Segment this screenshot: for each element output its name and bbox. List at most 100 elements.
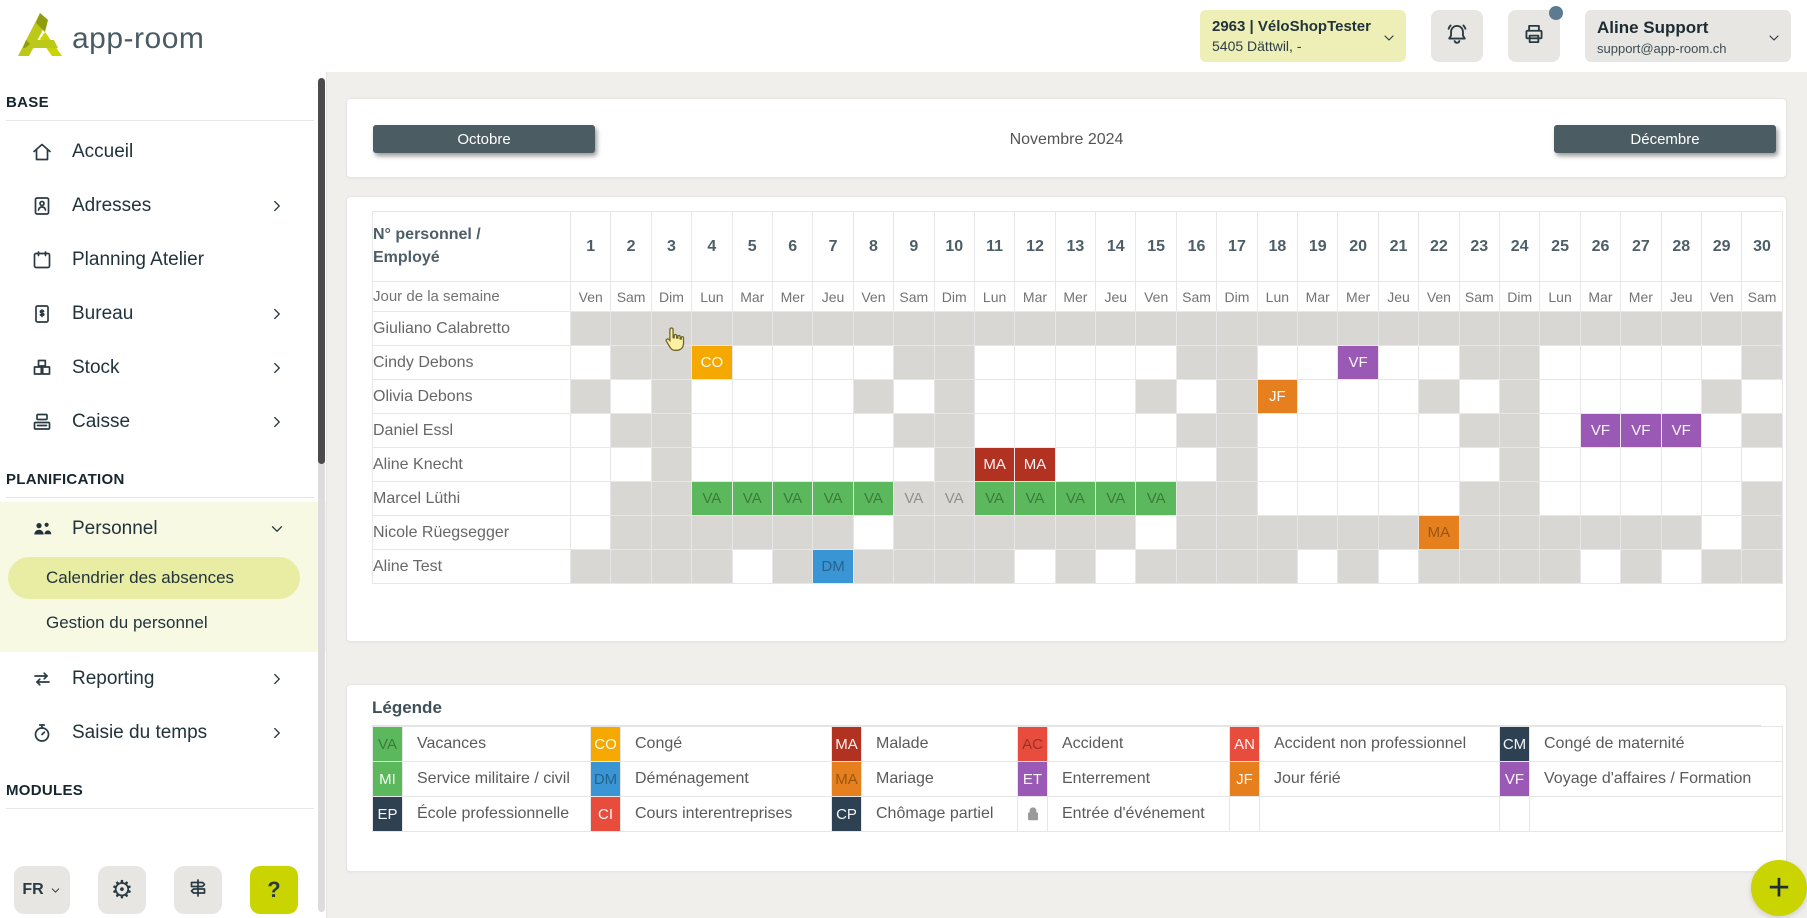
working-day-cell[interactable]: [569, 413, 612, 448]
absence-cell-vf[interactable]: VF: [1620, 413, 1662, 448]
absence-cell-va[interactable]: VA: [731, 481, 773, 516]
non-working-day-cell[interactable]: [650, 413, 693, 448]
absence-cell-mg[interactable]: MA: [1418, 515, 1460, 550]
working-day-cell[interactable]: [1539, 345, 1581, 380]
working-day-cell[interactable]: [852, 413, 895, 448]
working-day-cell[interactable]: [1620, 379, 1662, 414]
working-day-cell[interactable]: [569, 447, 612, 482]
non-working-day-cell[interactable]: [1014, 515, 1056, 550]
sidebar-item-planning-atelier[interactable]: Planning Atelier: [0, 233, 326, 287]
working-day-cell[interactable]: [1095, 549, 1137, 584]
sidebar-item-adresses[interactable]: Adresses: [0, 179, 326, 233]
working-day-cell[interactable]: [1256, 481, 1299, 516]
working-day-cell[interactable]: [1054, 447, 1097, 482]
guide-button[interactable]: [174, 866, 222, 914]
non-working-day-cell[interactable]: [610, 311, 652, 346]
non-working-day-cell[interactable]: [1498, 481, 1541, 516]
working-day-cell[interactable]: [1458, 447, 1500, 482]
non-working-day-cell[interactable]: [569, 549, 612, 584]
working-day-cell[interactable]: [1377, 345, 1420, 380]
settings-button[interactable]: ⚙: [98, 866, 146, 914]
working-day-cell[interactable]: [1620, 481, 1662, 516]
scrollbar-thumb[interactable]: [318, 78, 325, 464]
working-day-cell[interactable]: [1135, 345, 1177, 380]
non-working-day-cell[interactable]: [1216, 311, 1258, 346]
absence-cell-va[interactable]: VA: [1095, 481, 1137, 516]
working-day-cell[interactable]: [973, 345, 1016, 380]
non-working-day-cell[interactable]: [933, 549, 975, 584]
absence-cell-jf[interactable]: JF: [1256, 379, 1299, 414]
working-day-cell[interactable]: [610, 447, 652, 482]
working-day-cell[interactable]: [1135, 413, 1177, 448]
working-day-cell[interactable]: [1297, 549, 1339, 584]
absence-cell-vf[interactable]: VF: [1660, 413, 1702, 448]
working-day-cell[interactable]: [1620, 447, 1662, 482]
language-selector[interactable]: FR: [14, 866, 70, 914]
working-day-cell[interactable]: [691, 379, 733, 414]
non-working-day-cell[interactable]: [1095, 515, 1137, 550]
working-day-cell[interactable]: [771, 413, 814, 448]
non-working-day-cell[interactable]: [812, 515, 854, 550]
non-working-day-cell[interactable]: [731, 311, 773, 346]
non-working-day-cell[interactable]: [1337, 515, 1379, 550]
non-working-day-cell[interactable]: [650, 345, 693, 380]
non-working-day-cell[interactable]: [933, 345, 975, 380]
non-working-day-cell[interactable]: [1498, 345, 1541, 380]
working-day-cell[interactable]: [1256, 413, 1299, 448]
working-day-cell[interactable]: [1095, 447, 1137, 482]
non-working-day-cell[interactable]: [1700, 311, 1743, 346]
non-working-day-cell[interactable]: [1498, 379, 1541, 414]
non-working-day-cell[interactable]: [893, 549, 935, 584]
non-working-day-cell[interactable]: [1458, 549, 1500, 584]
absence-cell-dm[interactable]: DM: [812, 549, 854, 584]
non-working-day-cell[interactable]: [1418, 311, 1460, 346]
working-day-cell[interactable]: [1579, 379, 1622, 414]
non-working-day-cell[interactable]: [1660, 515, 1702, 550]
non-working-day-cell[interactable]: [973, 549, 1016, 584]
non-working-day-cell[interactable]: [1175, 345, 1218, 380]
absence-cell-vf[interactable]: VF: [1337, 345, 1379, 380]
sidebar-item-reporting[interactable]: Reporting: [0, 652, 326, 706]
working-day-cell[interactable]: [1256, 345, 1299, 380]
working-day-cell[interactable]: [1054, 379, 1097, 414]
working-day-cell[interactable]: [731, 549, 773, 584]
working-day-cell[interactable]: [852, 345, 895, 380]
non-working-day-cell[interactable]: [1741, 549, 1783, 584]
non-working-day-cell[interactable]: [852, 549, 895, 584]
previous-month-button[interactable]: Octobre: [373, 125, 595, 153]
non-working-day-cell[interactable]: [1337, 549, 1379, 584]
working-day-cell[interactable]: [852, 515, 895, 550]
non-working-day-cell[interactable]: [1135, 379, 1177, 414]
working-day-cell[interactable]: [1095, 345, 1137, 380]
non-working-day-cell[interactable]: [933, 379, 975, 414]
non-working-day-cell[interactable]: [1498, 515, 1541, 550]
working-day-cell[interactable]: [610, 379, 652, 414]
working-day-cell[interactable]: [1418, 345, 1460, 380]
working-day-cell[interactable]: [973, 413, 1016, 448]
working-day-cell[interactable]: [771, 447, 814, 482]
working-day-cell[interactable]: [1377, 481, 1420, 516]
working-day-cell[interactable]: [1700, 413, 1743, 448]
working-day-cell[interactable]: [1175, 447, 1218, 482]
working-day-cell[interactable]: [731, 447, 773, 482]
non-working-day-cell[interactable]: [1741, 345, 1783, 380]
absence-cell-va[interactable]: VA: [973, 481, 1016, 516]
absence-cell-va-offday[interactable]: VA: [893, 481, 935, 516]
non-working-day-cell[interactable]: [650, 515, 693, 550]
non-working-day-cell[interactable]: [1458, 413, 1500, 448]
working-day-cell[interactable]: [1418, 413, 1460, 448]
non-working-day-cell[interactable]: [1337, 311, 1379, 346]
print-button[interactable]: [1508, 6, 1563, 62]
non-working-day-cell[interactable]: [973, 311, 1016, 346]
working-day-cell[interactable]: [1741, 379, 1783, 414]
non-working-day-cell[interactable]: [1175, 413, 1218, 448]
non-working-day-cell[interactable]: [1216, 515, 1258, 550]
working-day-cell[interactable]: [852, 447, 895, 482]
working-day-cell[interactable]: [1539, 481, 1581, 516]
working-day-cell[interactable]: [1579, 447, 1622, 482]
working-day-cell[interactable]: [1054, 413, 1097, 448]
non-working-day-cell[interactable]: [650, 549, 693, 584]
non-working-day-cell[interactable]: [1377, 515, 1420, 550]
non-working-day-cell[interactable]: [1256, 515, 1299, 550]
working-day-cell[interactable]: [1700, 515, 1743, 550]
